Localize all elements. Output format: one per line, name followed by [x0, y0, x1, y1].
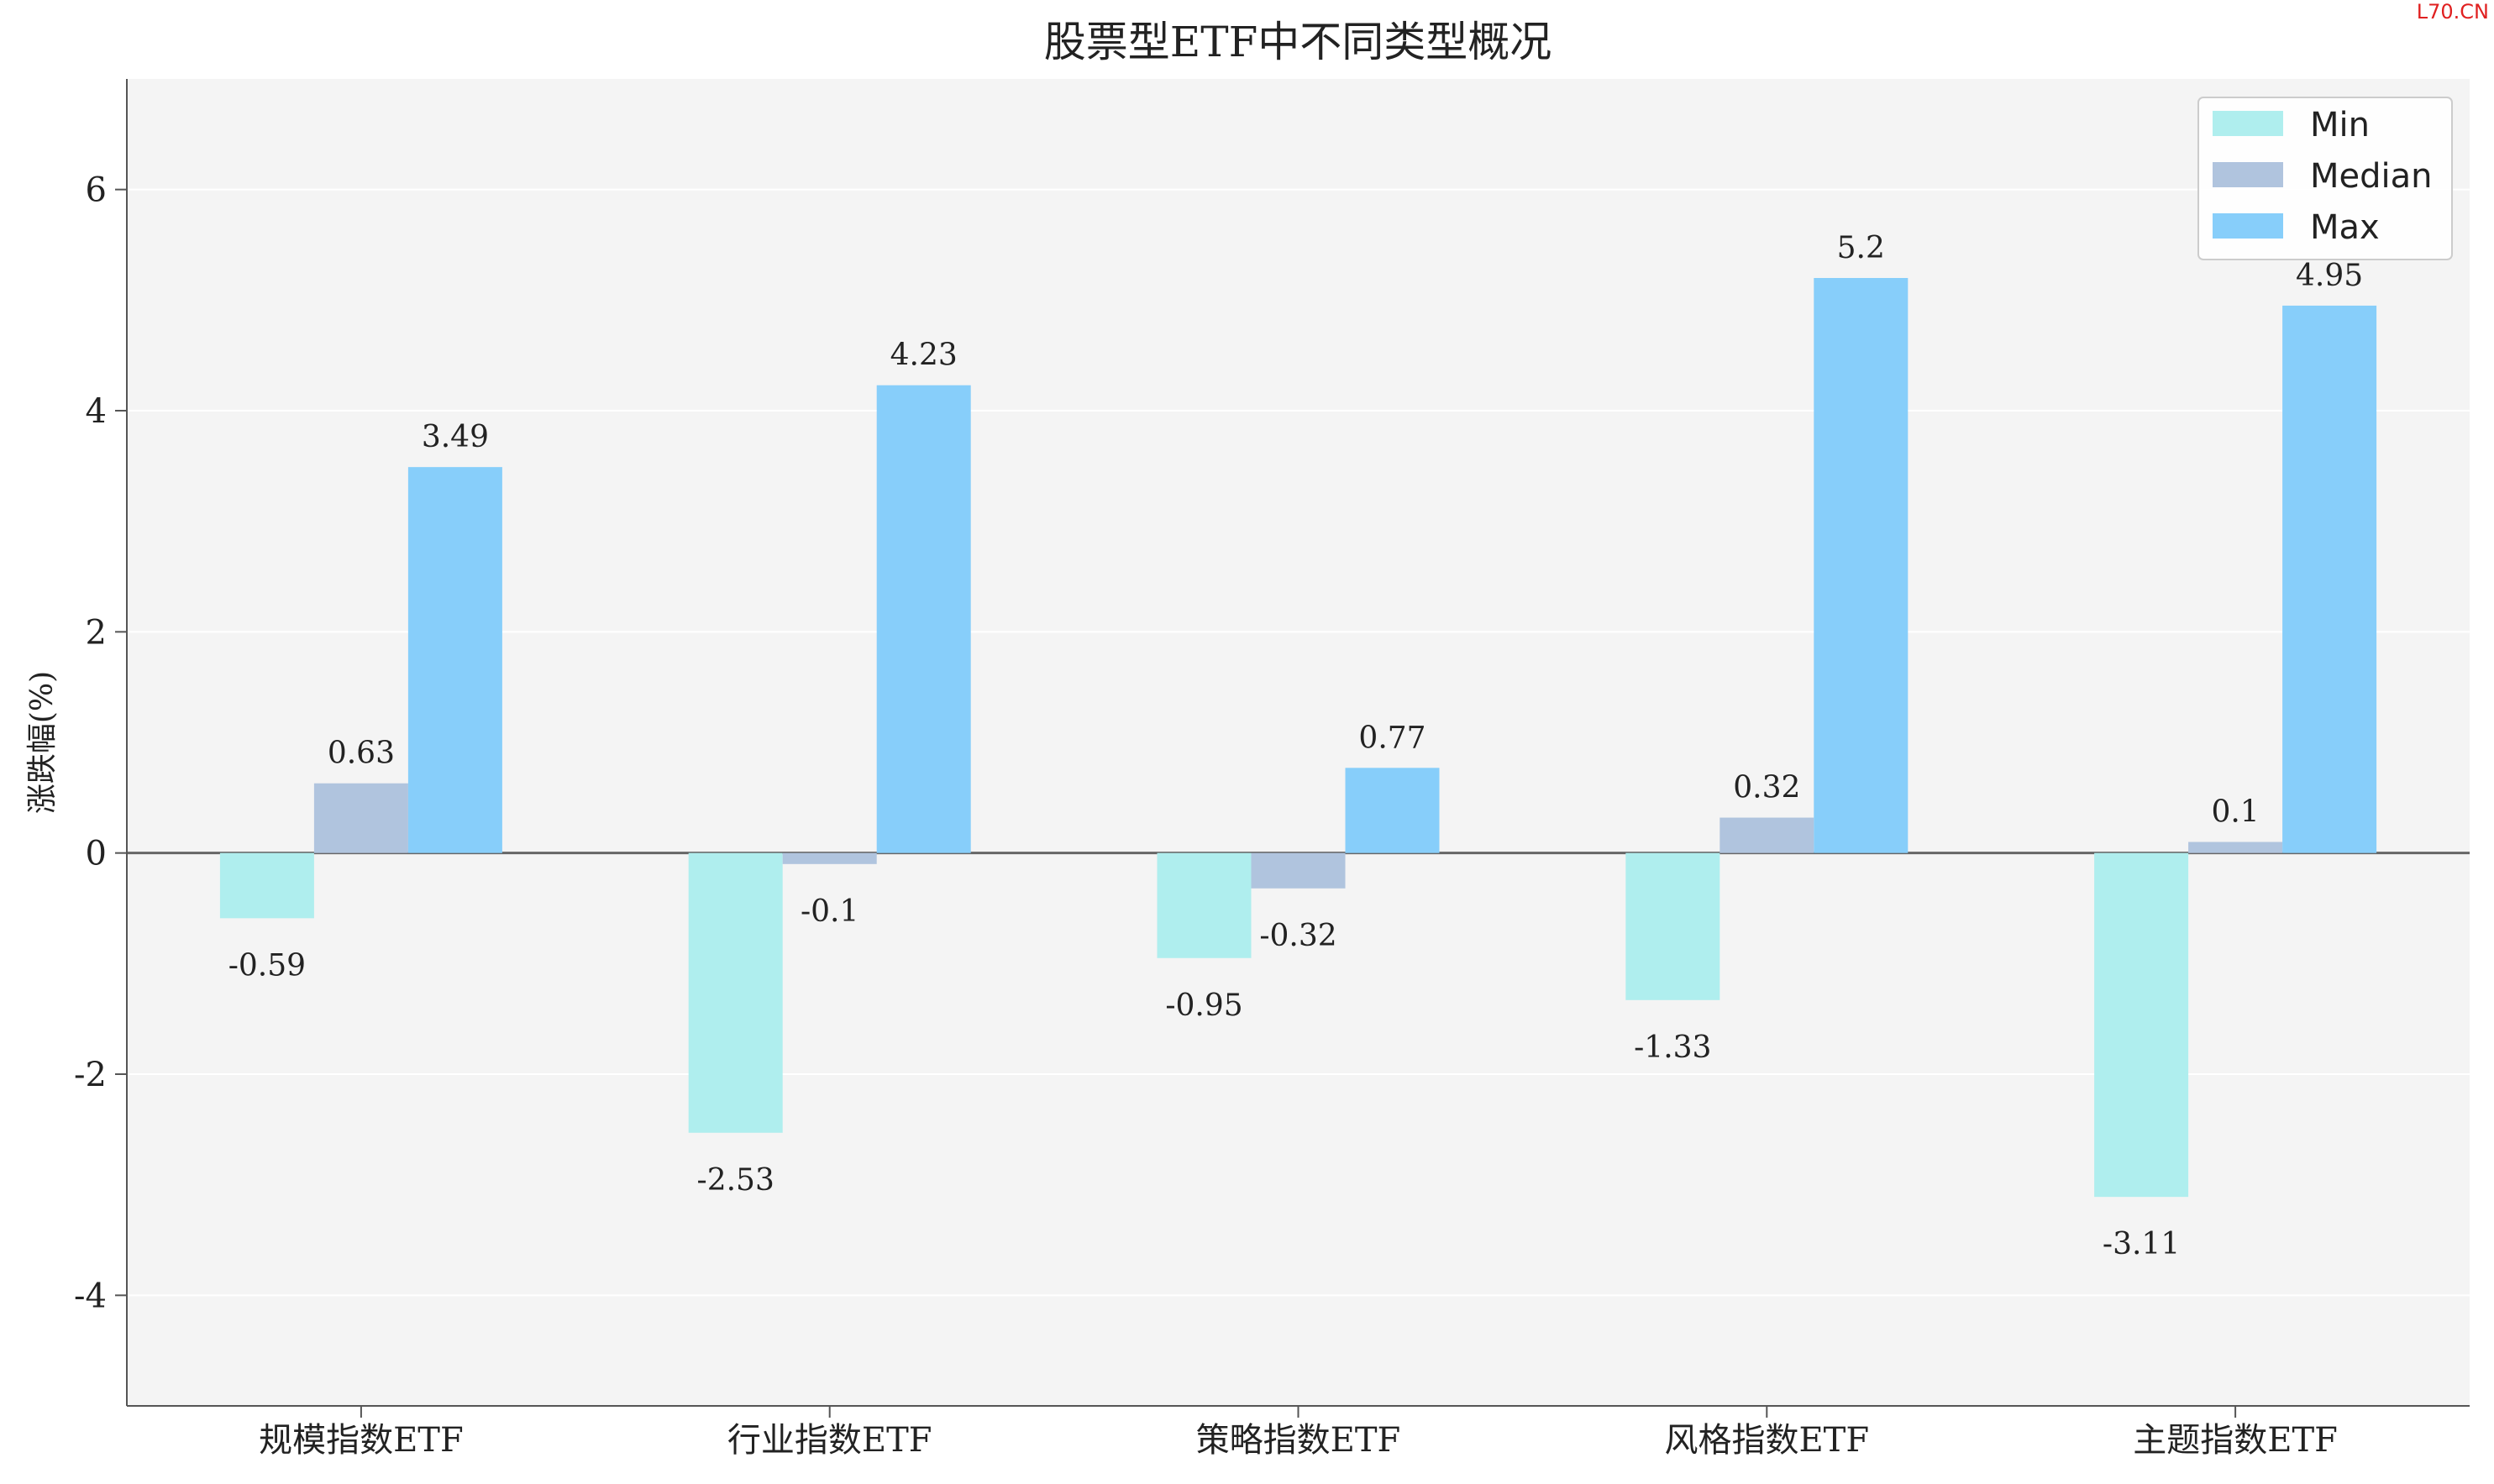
legend-label: Min [2310, 106, 2370, 144]
bar-median [1251, 852, 1346, 889]
data-label: -0.1 [801, 894, 858, 929]
bar-min [688, 852, 783, 1133]
legend: Min Median Max [2197, 97, 2453, 260]
y-tick-label: 0 [86, 835, 107, 873]
bar-min [219, 852, 314, 919]
bar-max [876, 385, 971, 853]
plot-area [127, 79, 2470, 1406]
legend-swatch-min [2213, 111, 2283, 136]
y-tick-label: 6 [86, 171, 107, 210]
data-label: 3.49 [422, 420, 489, 454]
data-label: -0.95 [1165, 988, 1242, 1023]
bar-median [782, 852, 877, 864]
y-tick-label: 2 [86, 613, 107, 652]
data-label: 4.95 [2296, 259, 2363, 293]
data-label: 0.63 [328, 737, 395, 771]
bar-max [2282, 305, 2377, 853]
data-label: 0.1 [2211, 795, 2259, 830]
x-tick-label: 规模指数ETF [259, 1421, 464, 1460]
x-tick-label: 主题指数ETF [2133, 1421, 2338, 1460]
y-axis-label: 涨跌幅(%) [25, 671, 60, 814]
legend-swatch-max [2213, 213, 2283, 239]
y-tick-label: -2 [74, 1056, 107, 1094]
bar-median [2188, 842, 2283, 853]
bar-min [1157, 852, 1252, 958]
data-label: 0.77 [1358, 721, 1426, 755]
bar-max [1814, 278, 1909, 853]
x-tick-label: 风格指数ETF [1664, 1421, 1869, 1460]
chart-title: 股票型ETF中不同类型概况 [1044, 18, 1552, 66]
bar-min [1625, 852, 1720, 1000]
data-label: -0.32 [1259, 919, 1336, 953]
data-label: -3.11 [2103, 1227, 2180, 1261]
y-tick-label: 4 [86, 392, 107, 431]
bar-max [1345, 768, 1440, 853]
legend-label: Median [2310, 157, 2433, 196]
bar-median [313, 783, 408, 853]
data-label: -0.59 [228, 948, 306, 983]
bar-min [2094, 852, 2189, 1198]
x-tick-label: 策略指数ETF [1196, 1421, 1401, 1460]
legend-swatch-median [2213, 162, 2283, 187]
x-tick-label: 行业指数ETF [727, 1421, 932, 1460]
bar-median [1720, 817, 1814, 853]
data-label: 4.23 [890, 338, 958, 373]
data-label: -2.53 [697, 1163, 774, 1198]
y-tick-label: -4 [74, 1277, 107, 1315]
legend-label: Max [2310, 208, 2380, 247]
data-label: 5.2 [1837, 231, 1885, 265]
watermark-logo: L70.CN [2416, 0, 2489, 24]
bar-max [407, 467, 502, 853]
data-label: -1.33 [1634, 1030, 1711, 1065]
data-label: 0.32 [1733, 771, 1800, 805]
